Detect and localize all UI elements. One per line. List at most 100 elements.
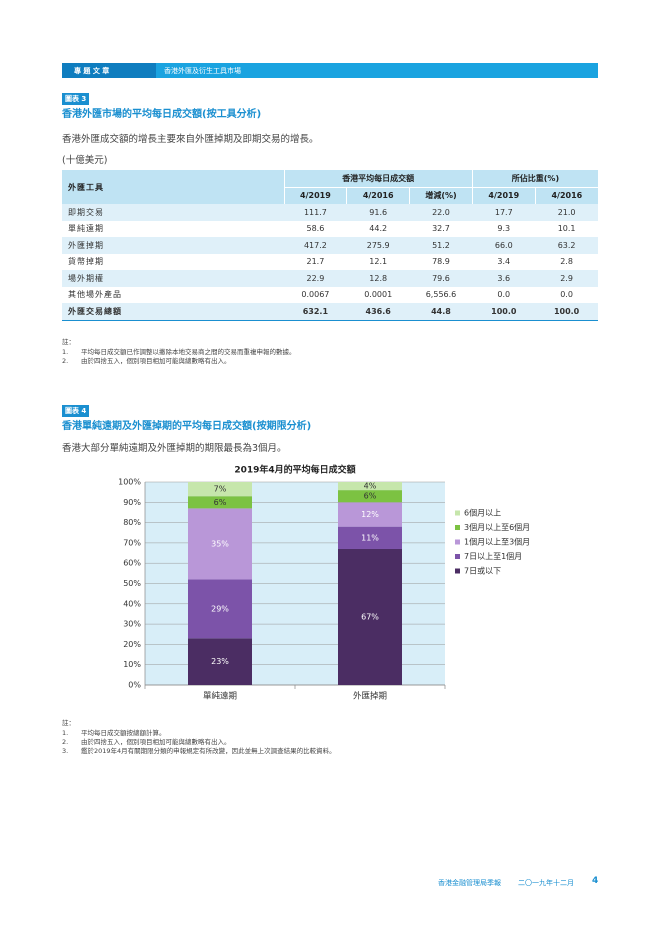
table-cell: 275.9 <box>346 237 410 254</box>
row-label: 外匯交易總額 <box>62 303 284 320</box>
header-section-bg <box>62 63 156 78</box>
y-tick-label: 90% <box>123 498 141 507</box>
row-label: 其他場外產品 <box>68 290 122 300</box>
value-label: 67% <box>361 612 379 621</box>
note-line: 1. 平均每日成交額已作調整以撇除本地交易商之間的交易而重複申報的數據。 <box>62 348 296 357</box>
table-cell: 44.8 <box>409 303 473 320</box>
legend-swatch <box>455 510 460 516</box>
chart-title: 2019年4月的平均每日成交額 <box>234 464 355 476</box>
value-label: 6% <box>364 492 377 501</box>
bar-segment <box>188 496 252 509</box>
row-label: 外匯掉期 <box>62 237 284 254</box>
y-tick-label: 40% <box>123 599 141 608</box>
value-label: 6% <box>214 498 227 507</box>
table-cell: 44.2 <box>369 224 388 234</box>
table-row: 外匯交易總額 632.1 436.6 44.8 100.0 100.0 <box>62 303 598 320</box>
bar-segment <box>338 490 402 503</box>
table-cell: 51.2 <box>409 237 473 254</box>
row-label: 場外期權 <box>62 270 284 287</box>
note-text: 平均每日成交額已作調整以撇除本地交易商之間的交易而重複申報的數據。 <box>81 348 296 356</box>
value-label: 7% <box>214 485 227 494</box>
table-cell: 3.4 <box>497 257 511 267</box>
row-label: 貨幣掉期 <box>68 257 104 267</box>
value-label: 35% <box>211 539 229 548</box>
table-cell: 22.9 <box>284 270 347 287</box>
table-cell: 632.1 <box>284 303 347 320</box>
header-cell: 4/2019 <box>471 186 536 204</box>
exhibit-title: 香港單純遠期及外匯掉期的平均每日成交額(按期限分析) <box>62 421 312 432</box>
table-cell: 12.8 <box>346 270 410 287</box>
header-row: 外匯工具 香港平均每日成交額 所佔比重(%) <box>62 170 598 204</box>
table-row: 場外期權 22.9 12.8 79.6 3.6 2.9 <box>62 270 598 287</box>
note-line: 2. 由於四捨五入，個別項目相加可能與總數略有出入。 <box>62 357 296 366</box>
table-cell: 63.2 <box>535 237 598 254</box>
legend-label: 7日以上至1個月 <box>464 551 522 561</box>
note-text: 由於四捨五入，個別項目相加可能與總數略有出入。 <box>81 738 231 746</box>
note-line: 1. 平均每日成交額按總額計算。 <box>62 729 336 738</box>
y-tick-label: 70% <box>123 538 141 547</box>
table-cell: 2.9 <box>535 270 598 287</box>
table-cell: 0.0067 <box>301 290 330 300</box>
header-section: 專 題 文 章 <box>74 67 110 75</box>
legend-label: 6個月以上 <box>464 508 501 518</box>
exhibit-tag: 圖表 3 <box>62 93 90 105</box>
header-topic-bg <box>156 63 598 78</box>
bar-segment <box>188 579 252 639</box>
header-cell: 外匯工具 <box>62 170 284 204</box>
value-label: 11% <box>361 533 379 542</box>
bar-segment <box>188 482 252 497</box>
table-cell: 32.7 <box>432 224 450 234</box>
bar-segment <box>338 482 402 491</box>
table-cell: 12.1 <box>369 257 388 267</box>
header-cell: 4/2016 <box>534 186 598 204</box>
y-tick-label: 50% <box>123 579 141 588</box>
footer-publication: 香港金融管理局季報 <box>438 879 501 887</box>
table-cell: 9.3 <box>497 224 511 234</box>
footer-date: 二〇一九年十二月 <box>518 879 574 887</box>
value-label: 29% <box>211 604 229 613</box>
table-row: 其他場外產品 0.0067 0.0001 6,556.6 0.0 0.0 <box>62 287 598 304</box>
note-num: 3. <box>62 747 69 755</box>
legend-swatch <box>455 525 460 530</box>
table-cell: 66.0 <box>472 237 536 254</box>
header-row: 4/2019 4/2016 增減(%) 4/2019 4/2016 <box>62 186 598 204</box>
bar-segment <box>338 548 402 685</box>
table-cell: 417.2 <box>284 237 347 254</box>
y-tick-label: 20% <box>123 640 141 649</box>
header-cell: 4/2016 <box>346 186 410 204</box>
note-num: 2. <box>62 357 69 365</box>
header-cell: 4/2019 <box>283 186 347 204</box>
table: 外匯工具 香港平均每日成交額 所佔比重(%) 4/2019 4/2016 增減(%) 4/2… <box>62 170 598 321</box>
unit: (十億美元) <box>62 155 108 166</box>
note-num: 1. <box>62 348 69 356</box>
table-cell: 10.1 <box>557 224 576 234</box>
table-cell: 100.0 <box>472 303 536 320</box>
exhibit-tag: 圖表 4 <box>62 405 90 417</box>
exhibit-subtitle: 香港外匯成交額的增長主要來自外匯掉期及即期交易的增長。 <box>62 134 319 145</box>
legend-swatch <box>455 554 460 559</box>
table-cell: 91.6 <box>346 204 410 221</box>
table-cell: 21.7 <box>306 257 325 267</box>
table-cell: 6,556.6 <box>425 290 457 300</box>
notes-label: 註： <box>62 719 75 727</box>
notes-label: 註： <box>62 338 75 346</box>
table-cell: 79.6 <box>409 270 473 287</box>
note-text: 鑑於2019年4月有關期限分類的申報規定有所改變，因此並無上次調查結果的比較資料… <box>81 747 336 755</box>
table-cell: 100.0 <box>535 303 598 320</box>
note-num: 1. <box>62 729 69 737</box>
y-tick-label: 30% <box>123 620 141 629</box>
bar-segment <box>188 508 252 580</box>
y-tick-label: 100% <box>118 478 141 487</box>
header-cell: 增減(%) <box>409 186 473 204</box>
legend-swatch <box>455 568 460 574</box>
value-label: 12% <box>361 510 379 519</box>
bar-segment <box>188 638 252 685</box>
table-cell: 17.7 <box>472 204 536 221</box>
bar-segment <box>338 502 402 527</box>
table-cell: 436.6 <box>346 303 410 320</box>
notes: 註： 1. 平均每日成交額已作調整以撇除本地交易商之間的交易而重複申報的數據。 2. 由… <box>62 336 296 366</box>
bar-segment <box>338 526 402 549</box>
table-cell: 58.6 <box>306 224 325 234</box>
